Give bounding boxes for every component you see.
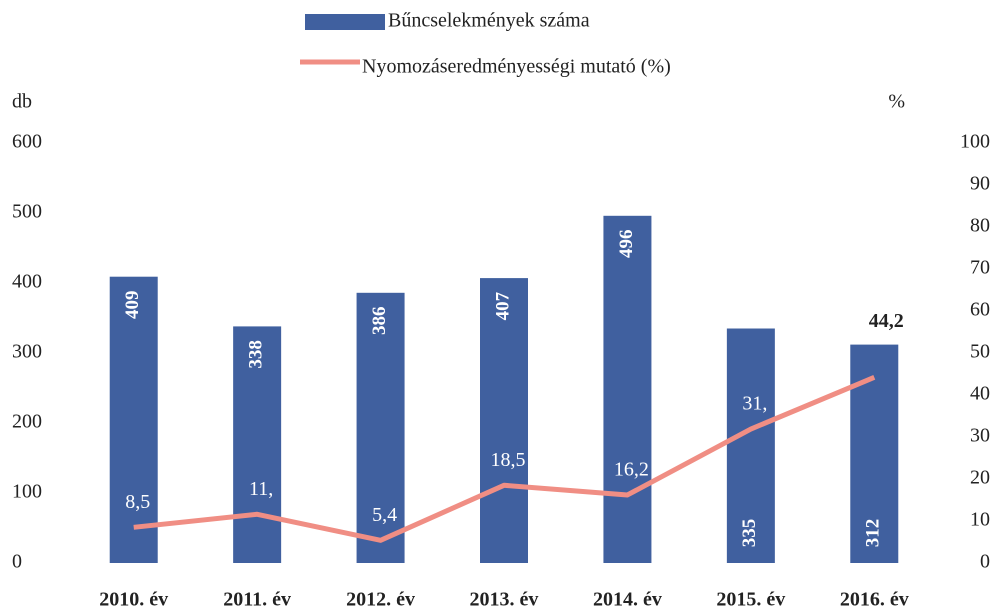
y-tick-label: 400 [12,271,42,293]
y2-tick-label: 40 [970,383,990,405]
line-value-label: 8,5 [125,491,150,513]
bar-value-label: 409 [122,290,143,319]
bar-value-label: 386 [369,307,390,336]
bar [603,215,652,564]
bar-value-label: 312 [863,519,884,548]
y2-tick-label: 30 [970,425,990,447]
line [133,375,876,543]
bar [356,292,405,563]
bar [850,344,899,563]
x-tick-label: 2014. év [593,589,662,611]
bar [109,276,158,563]
bar [726,328,775,563]
x-tick-label: 2016. év [840,589,909,611]
y-tick-label: 200 [12,411,42,433]
line-value-label: 5,4 [372,504,397,526]
bar-value-label: 407 [492,291,513,320]
line-value-label: 11, [249,478,273,500]
bar-value-label: 338 [246,340,267,369]
y2-tick-label: 10 [970,509,990,531]
y2-tick-label: 20 [970,467,990,489]
y-tick-label: 300 [12,341,42,363]
y-tick-label: 0 [12,551,22,573]
bar [480,278,528,563]
y2-tick-label: 60 [970,299,990,321]
x-tick-label: 2013. év [470,589,539,611]
bar-value-label: 496 [616,230,637,258]
legend-label: Nyomozáseredményességi mutató (%) [362,56,671,78]
legend-swatch [305,14,385,30]
y2-tick-label: 0 [980,551,990,573]
y2-tick-label: 90 [970,173,990,195]
y-axis-label: db [12,91,32,113]
y2-tick-label: 50 [970,341,990,363]
legend-label: Bűncselekmények száma [388,10,590,32]
bar [233,326,282,563]
line-value-label: 18,5 [491,449,526,471]
x-tick-label: 2012. év [346,589,415,611]
line-value-label: 16,2 [614,459,649,481]
y-tick-label: 500 [12,201,42,223]
x-tick-label: 2011. év [223,589,291,611]
y2-tick-label: 80 [970,215,990,237]
x-tick-label: 2015. év [716,589,785,611]
y2-tick-label: 70 [970,257,990,279]
x-tick-label: 2010. év [99,589,168,611]
y-tick-label: 600 [12,131,42,153]
y-tick-label: 100 [12,481,42,503]
y2-tick-label: 100 [960,131,990,153]
line-value-label: 44,2 [869,310,904,332]
line-value-label: 31, [742,393,767,415]
y2-axis-label: % [888,91,905,113]
bar-value-label: 335 [739,519,760,548]
